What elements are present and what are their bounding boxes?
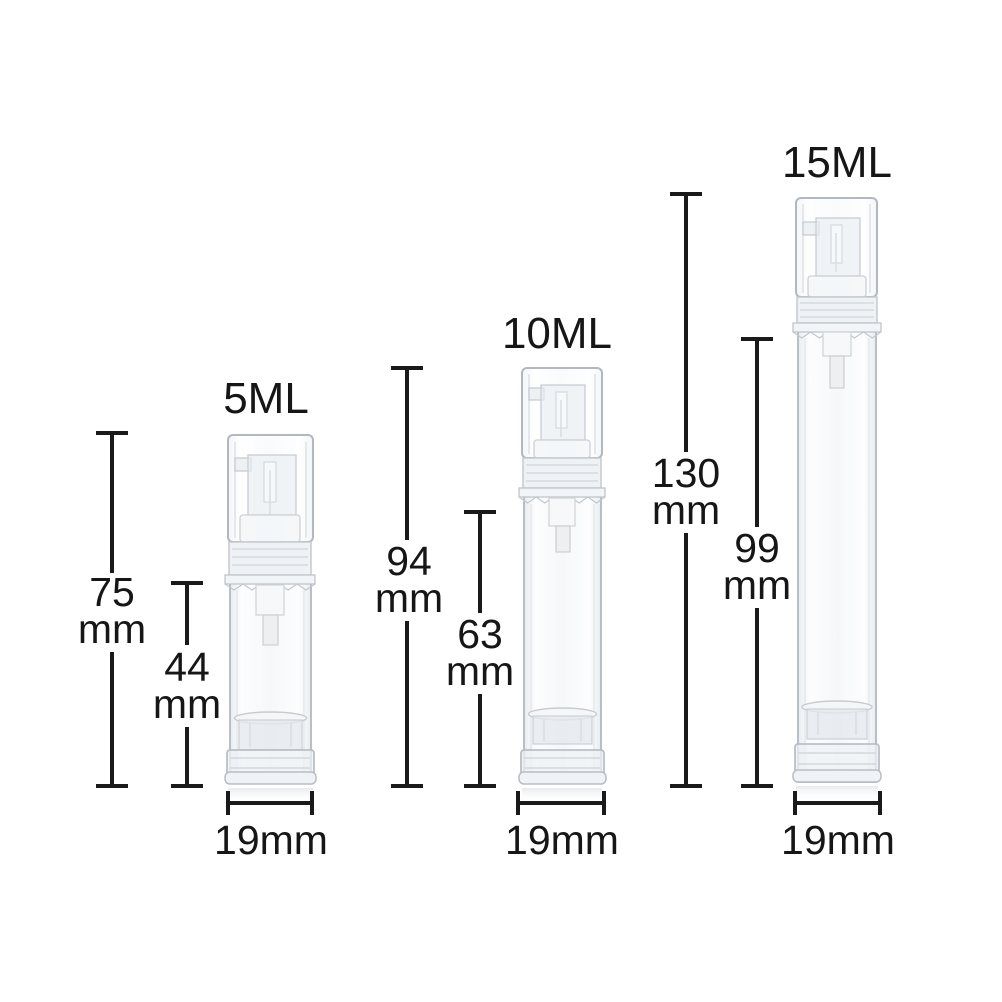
- dimension-line: [795, 801, 882, 805]
- dimension-text-total-height-15ml: 130 mm: [651, 450, 721, 533]
- dimension-line: [755, 339, 759, 527]
- dimension-text-total-height-10ml: 94 mm: [374, 538, 444, 621]
- dimension-text-diameter-15ml: 19mm: [781, 817, 895, 863]
- dimension-text-body-height-10ml: 63 mm: [445, 611, 515, 694]
- dimension-tick: [310, 791, 314, 815]
- dimension-line: [110, 652, 114, 786]
- dimension-line: [405, 621, 409, 786]
- bottle-10ml-illustration: [518, 367, 607, 802]
- dimension-line: [755, 608, 759, 786]
- bottle-15ml-illustration: [792, 197, 882, 801]
- dimension-tick: [464, 784, 496, 788]
- volume-label-5ml: 5ML: [223, 374, 309, 423]
- dimension-line: [228, 801, 314, 805]
- dimension-line: [478, 694, 482, 786]
- dimension-line: [684, 533, 688, 786]
- dimension-line: [110, 433, 114, 573]
- dimension-line: [478, 512, 482, 613]
- dimension-tick: [741, 784, 773, 788]
- dimension-text-body-height-5ml: 44 mm: [152, 644, 222, 727]
- dimension-text-diameter-10ml: 19mm: [505, 817, 619, 863]
- dimension-line: [405, 368, 409, 540]
- volume-label-10ml: 10ML: [501, 309, 613, 358]
- dimension-text-total-height-5ml: 75 mm: [77, 569, 147, 652]
- dimension-tick: [391, 784, 423, 788]
- dimension-tick: [96, 784, 128, 788]
- dimension-line: [185, 727, 189, 786]
- dimension-line: [518, 801, 606, 805]
- dimension-tick: [878, 791, 882, 815]
- dimension-text-body-height-15ml: 99 mm: [722, 525, 792, 608]
- dimension-tick: [602, 791, 606, 815]
- dimension-tick: [171, 784, 203, 788]
- bottle-5ml-illustration: [224, 434, 317, 802]
- dimension-line: [185, 583, 189, 645]
- dimension-line: [684, 194, 688, 452]
- dimension-text-diameter-5ml: 19mm: [214, 817, 328, 863]
- volume-label-15ml: 15ML: [781, 138, 893, 187]
- dimension-tick: [670, 784, 702, 788]
